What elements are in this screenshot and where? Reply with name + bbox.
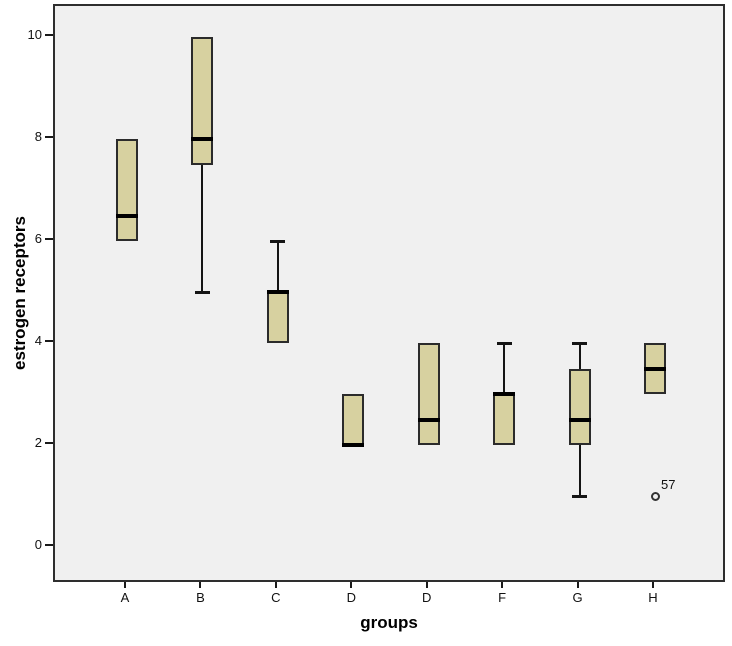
x-tick-mark [199, 582, 202, 588]
y-tick-label: 8 [34, 129, 42, 144]
outlier-label: 57 [661, 477, 676, 492]
x-tick-label: H [648, 590, 658, 605]
x-tick-mark [274, 582, 277, 588]
whisker-lower-cap [572, 495, 588, 498]
y-tick-label: 0 [34, 537, 42, 552]
whisker-upper-line [276, 241, 279, 292]
whisker-upper-cap [496, 342, 512, 345]
box-D [417, 343, 440, 445]
y-tick-label: 10 [27, 27, 42, 42]
x-tick-mark [124, 582, 126, 588]
x-tick-label: D [422, 590, 432, 605]
median-line [191, 137, 214, 141]
plot-area: 57 [53, 4, 725, 582]
x-tick-mark [576, 582, 579, 588]
x-tick-label: B [196, 590, 205, 605]
median-line [342, 443, 365, 447]
box-C [266, 292, 289, 343]
x-tick-label: C [271, 590, 281, 605]
box-B [191, 37, 214, 165]
y-tick-mark [45, 34, 53, 36]
y-tick-label: 4 [34, 333, 42, 348]
outlier-point [650, 491, 660, 501]
box-D [342, 394, 365, 445]
y-axis-title: estrogen receptors [10, 216, 29, 370]
y-tick-mark [45, 544, 53, 546]
median-line [568, 417, 591, 422]
whisker-upper-line [578, 343, 581, 369]
box-G [568, 368, 591, 445]
x-tick-label: F [498, 590, 507, 605]
x-tick-label: A [120, 590, 130, 605]
whisker-lower-cap [194, 291, 210, 294]
y-tick-label: 2 [34, 435, 42, 450]
whisker-lower-line [201, 164, 204, 292]
median-line [116, 213, 138, 218]
x-tick-mark [350, 582, 353, 588]
x-axis-title: groups [360, 613, 418, 632]
x-tick-label: D [346, 590, 356, 605]
median-line [417, 417, 440, 422]
box-A [116, 139, 138, 241]
y-tick-mark [45, 136, 53, 138]
whisker-upper-cap [572, 342, 588, 345]
whisker-lower-line [578, 445, 581, 496]
median-line [266, 290, 289, 294]
x-tick-mark [501, 582, 504, 588]
y-tick-mark [45, 340, 53, 342]
y-tick-mark [45, 238, 53, 240]
box-F [493, 394, 516, 445]
x-tick-mark [652, 582, 654, 588]
whisker-upper-line [503, 343, 506, 394]
median-line [644, 366, 666, 371]
median-line [493, 392, 516, 396]
y-tick-label: 6 [34, 231, 42, 246]
x-tick-label: G [572, 590, 583, 605]
y-tick-mark [45, 442, 53, 444]
whisker-upper-cap [270, 240, 286, 243]
x-tick-mark [425, 582, 428, 588]
